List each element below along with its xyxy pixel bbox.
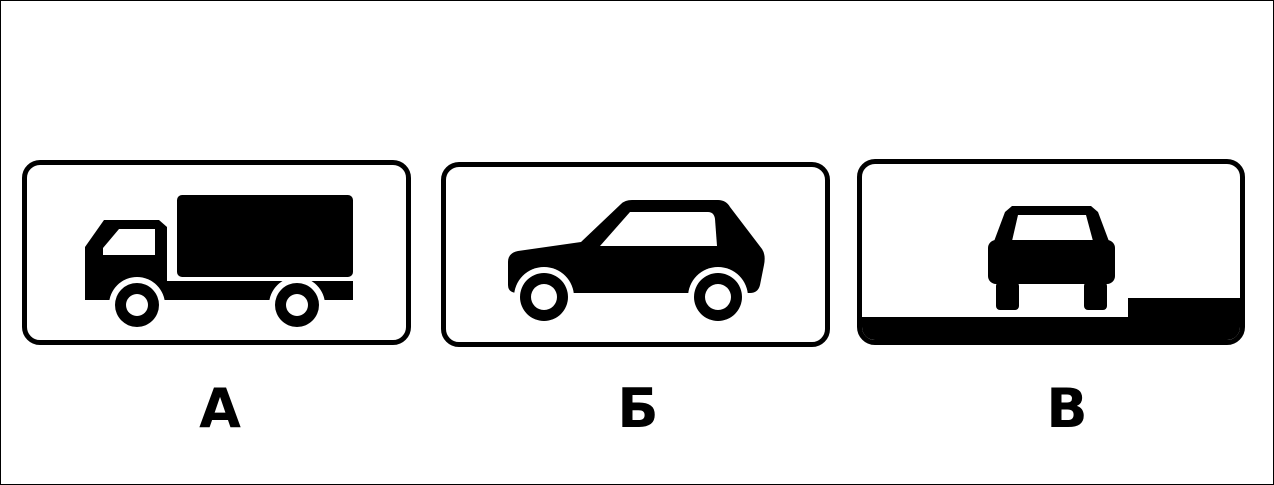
sign-label-c: В bbox=[1046, 377, 1088, 440]
road-sign-car-on-sidewalk bbox=[857, 159, 1245, 345]
truck-icon bbox=[85, 195, 353, 333]
road-sign-truck bbox=[22, 160, 411, 345]
sign-label-a: А bbox=[199, 377, 241, 440]
road-sign-passenger-car bbox=[441, 162, 830, 347]
car-on-sidewalk-parking-icon bbox=[862, 206, 1240, 340]
passenger-car-icon bbox=[508, 200, 765, 327]
sign-label-b: Б bbox=[617, 377, 659, 440]
